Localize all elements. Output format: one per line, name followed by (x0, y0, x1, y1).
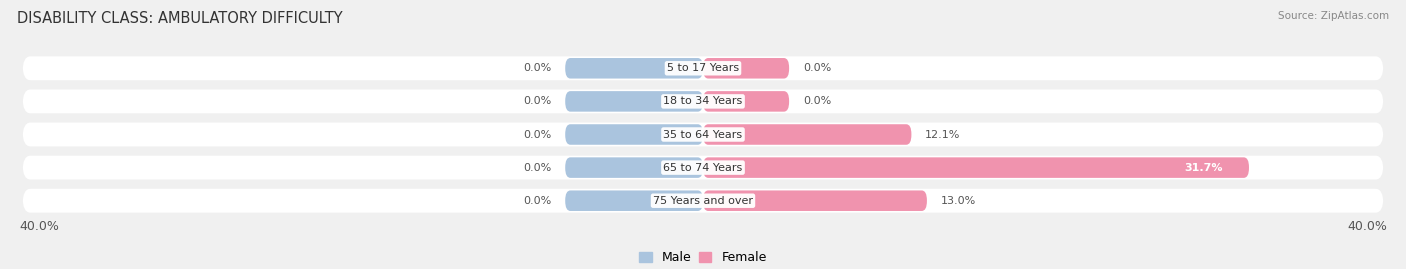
Legend: Male, Female: Male, Female (634, 246, 772, 269)
Text: 0.0%: 0.0% (523, 96, 551, 107)
FancyBboxPatch shape (703, 124, 911, 145)
Text: 75 Years and over: 75 Years and over (652, 196, 754, 206)
FancyBboxPatch shape (22, 123, 1384, 146)
Text: 40.0%: 40.0% (20, 220, 59, 233)
FancyBboxPatch shape (565, 190, 703, 211)
FancyBboxPatch shape (703, 91, 789, 112)
FancyBboxPatch shape (565, 91, 703, 112)
Text: 0.0%: 0.0% (523, 129, 551, 140)
Text: 40.0%: 40.0% (1347, 220, 1386, 233)
Text: 0.0%: 0.0% (523, 63, 551, 73)
Text: DISABILITY CLASS: AMBULATORY DIFFICULTY: DISABILITY CLASS: AMBULATORY DIFFICULTY (17, 11, 343, 26)
Text: 0.0%: 0.0% (523, 196, 551, 206)
FancyBboxPatch shape (565, 124, 703, 145)
Text: Source: ZipAtlas.com: Source: ZipAtlas.com (1278, 11, 1389, 21)
FancyBboxPatch shape (22, 90, 1384, 113)
FancyBboxPatch shape (22, 189, 1384, 213)
FancyBboxPatch shape (703, 58, 789, 79)
Text: 18 to 34 Years: 18 to 34 Years (664, 96, 742, 107)
Text: 12.1%: 12.1% (925, 129, 960, 140)
FancyBboxPatch shape (22, 156, 1384, 179)
Text: 65 to 74 Years: 65 to 74 Years (664, 162, 742, 173)
FancyBboxPatch shape (703, 190, 927, 211)
Text: 13.0%: 13.0% (941, 196, 976, 206)
Text: 35 to 64 Years: 35 to 64 Years (664, 129, 742, 140)
Text: 31.7%: 31.7% (1185, 162, 1223, 173)
FancyBboxPatch shape (703, 157, 1249, 178)
Text: 0.0%: 0.0% (803, 63, 831, 73)
FancyBboxPatch shape (565, 58, 703, 79)
FancyBboxPatch shape (22, 56, 1384, 80)
Text: 0.0%: 0.0% (803, 96, 831, 107)
FancyBboxPatch shape (565, 157, 703, 178)
Text: 0.0%: 0.0% (523, 162, 551, 173)
Text: 5 to 17 Years: 5 to 17 Years (666, 63, 740, 73)
